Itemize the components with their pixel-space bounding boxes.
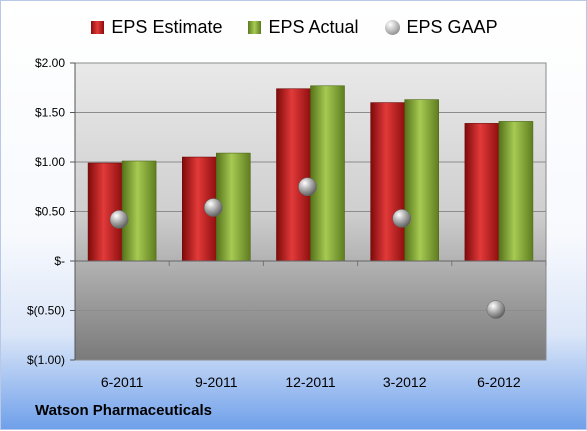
gaap-point	[486, 300, 506, 319]
gaap-point	[392, 209, 411, 228]
estimate-swatch	[91, 21, 105, 34]
actual-swatch	[248, 21, 262, 34]
x-tick-label: 3-2012	[383, 374, 427, 390]
actual-bar	[310, 85, 345, 262]
legend-item-gaap: EPS GAAP	[384, 17, 498, 38]
y-tick-label: $-	[54, 254, 65, 268]
y-tick-label: $2.00	[35, 56, 65, 70]
y-tick-label: $(0.50)	[27, 304, 65, 318]
gaap-swatch	[384, 20, 400, 35]
x-tick-label: 9-2011	[195, 374, 238, 390]
gaap-point	[109, 210, 129, 229]
y-tick-label: $(1.00)	[27, 353, 65, 367]
legend-label-actual: EPS Actual	[268, 17, 359, 37]
y-tick-label: $0.50	[35, 205, 65, 219]
x-tick-label: 12-2011	[285, 374, 336, 390]
legend-item-actual: EPS Actual	[248, 17, 359, 38]
legend-label-gaap: EPS GAAP	[406, 17, 498, 37]
y-tick-label: $1.00	[35, 155, 65, 169]
gaap-point	[298, 177, 317, 196]
x-tick-label: 6-2012	[477, 374, 521, 390]
estimate-bar	[276, 88, 311, 262]
company-name: Watson Pharmaceuticals	[35, 402, 213, 419]
actual-bar	[404, 99, 440, 262]
estimate-bar	[464, 123, 500, 262]
estimate-bar	[370, 102, 406, 262]
legend-item-estimate: EPS Estimate	[91, 17, 222, 38]
actual-bar	[498, 121, 534, 262]
y-tick-label: $1.50	[35, 106, 65, 120]
x-tick-label: 6-2011	[101, 374, 144, 390]
legend: EPS Estimate EPS Actual EPS GAAP	[1, 17, 587, 38]
gaap-point	[204, 198, 223, 217]
legend-label-estimate: EPS Estimate	[111, 17, 223, 37]
actual-bar	[121, 160, 157, 262]
